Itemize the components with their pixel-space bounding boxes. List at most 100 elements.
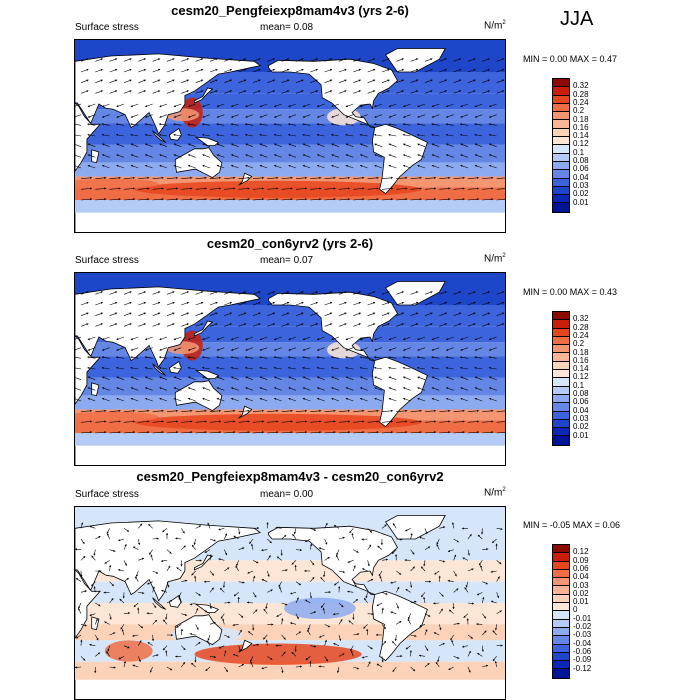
colorbar-swatch: [553, 428, 569, 437]
colorbar-tick-label: 0.12: [573, 372, 589, 382]
colorbar-tick-label: 0.32: [573, 314, 589, 324]
colorbar-swatch: [553, 419, 569, 429]
panel-1-variable: Surface stress: [75, 22, 139, 33]
panel-2-minmax: MIN = 0.00 MAX = 0.43: [523, 287, 618, 297]
panel-1-units: N/m2: [484, 20, 506, 32]
colorbar-swatch: [553, 569, 569, 579]
panel-2-title: cesm20_con6yrv2 (yrs 2-6): [206, 236, 374, 251]
colorbar-tick-label: 0.08: [573, 156, 589, 165]
colorbar-swatch: [553, 203, 569, 212]
colorbar-swatch: [553, 386, 569, 395]
colorbar-swatch: [553, 95, 569, 104]
colorbar-swatch: [553, 545, 569, 554]
colorbar-swatch: [553, 87, 569, 96]
colorbar-tick-label: 0.03: [573, 180, 589, 190]
colorbar-swatch: [553, 145, 569, 154]
colorbar-swatch: [553, 378, 569, 387]
colorbar-swatch: [553, 79, 569, 88]
colorbar-tick-label: -0.02: [573, 622, 592, 631]
panel-1-minmax: MIN = 0.00 MAX = 0.47: [523, 54, 618, 64]
colorbar-tick-label: 0.01: [573, 597, 589, 607]
colorbar-tick-label: 0.08: [573, 389, 589, 398]
colorbar-tick-label: 0.18: [573, 114, 589, 124]
panel-2-units: N/m2: [484, 253, 506, 265]
colorbar-tick-label: 0.32: [573, 81, 589, 91]
colorbar-swatch: [553, 120, 569, 129]
colorbar-tick-label: 0.16: [573, 122, 589, 132]
panel-3-colorbar: [552, 544, 570, 679]
colorbar-tick-label: 0.01: [573, 197, 589, 207]
colorbar-swatch: [553, 328, 569, 337]
colorbar-swatch: [553, 345, 569, 354]
colorbar-tick-label: -0.06: [573, 646, 592, 656]
colorbar-swatch: [553, 669, 569, 678]
colorbar-tick-label: 0.09: [573, 555, 589, 565]
panel-3-mean: mean= 0.00: [260, 489, 314, 500]
colorbar-tick-label: -0.03: [573, 630, 592, 640]
colorbar-swatch: [553, 353, 569, 362]
colorbar-tick-label: 0.06: [573, 164, 589, 174]
panel-2-map: [74, 272, 506, 466]
panel-3-variable: Surface stress: [75, 489, 139, 500]
colorbar-swatch: [553, 195, 569, 204]
colorbar-swatch: [553, 611, 569, 620]
colorbar-tick-label: 0.02: [573, 189, 589, 199]
colorbar-swatch: [553, 361, 569, 371]
panel-1-colorbar: [552, 78, 570, 213]
colorbar-swatch: [553, 436, 569, 445]
colorbar-swatch: [553, 411, 569, 420]
colorbar-tick-label: -0.09: [573, 655, 592, 665]
colorbar-swatch: [553, 561, 569, 570]
colorbar-swatch: [553, 170, 569, 179]
colorbar-tick-label: 0.12: [573, 547, 589, 557]
colorbar-tick-label: 0.06: [573, 397, 589, 407]
colorbar-tick-label: 0.1: [573, 380, 585, 390]
colorbar-tick-label: 0.1: [573, 147, 585, 157]
world-map-svg: [75, 273, 505, 465]
world-map-svg: [75, 40, 505, 232]
colorbar-swatch: [553, 103, 569, 113]
panel-2-variable: Surface stress: [75, 255, 139, 266]
panel-2-colorbar: [552, 311, 570, 446]
colorbar-swatch: [553, 644, 569, 653]
season-label: JJA: [560, 8, 594, 30]
panel-1-mean: mean= 0.08: [260, 22, 314, 33]
colorbar-tick-label: 0.04: [573, 572, 589, 582]
colorbar-tick-label: 0.02: [573, 422, 589, 432]
colorbar-tick-label: 0.24: [573, 330, 589, 340]
colorbar-tick-label: 0.16: [573, 355, 589, 365]
colorbar-tick-label: 0.14: [573, 364, 589, 374]
colorbar-tick-label: 0.28: [573, 89, 589, 99]
colorbar-tick-label: 0.14: [573, 131, 589, 141]
panel-3-minmax: MIN = -0.05 MAX = 0.06: [523, 520, 621, 530]
panel-2-mean: mean= 0.07: [260, 255, 314, 266]
colorbar-swatch: [553, 153, 569, 162]
panel-1-title: cesm20_Pengfeiexp8mam4v3 (yrs 2-6): [171, 3, 409, 18]
colorbar-swatch: [553, 586, 569, 595]
colorbar-swatch: [553, 161, 569, 171]
colorbar-swatch: [553, 394, 569, 404]
colorbar-tick-label: 0.02: [573, 588, 589, 598]
colorbar-tick-label: -0.12: [573, 663, 592, 673]
colorbar-tick-label: 0.04: [573, 405, 589, 415]
colorbar-swatch: [553, 336, 569, 346]
colorbar-tick-label: 0.18: [573, 347, 589, 357]
colorbar-tick-label: 0.06: [573, 563, 589, 573]
colorbar-swatch: [553, 578, 569, 587]
colorbar-swatch: [553, 553, 569, 562]
colorbar-swatch: [553, 370, 569, 379]
colorbar-swatch: [553, 603, 569, 612]
colorbar-swatch: [553, 594, 569, 604]
colorbar-swatch: [553, 636, 569, 645]
colorbar-tick-label: 0: [573, 605, 578, 615]
colorbar-swatch: [553, 403, 569, 412]
colorbar-tick-label: 0.01: [573, 430, 589, 440]
colorbar-tick-label: 0.2: [573, 106, 585, 116]
colorbar-swatch: [553, 661, 569, 670]
colorbar-swatch: [553, 137, 569, 146]
world-map-svg: [75, 507, 505, 699]
panel-3-units: N/m2: [484, 487, 506, 499]
colorbar-tick-label: 0.04: [573, 172, 589, 182]
panel-1-map: [74, 39, 506, 233]
colorbar-tick-label: -0.01: [573, 613, 592, 623]
